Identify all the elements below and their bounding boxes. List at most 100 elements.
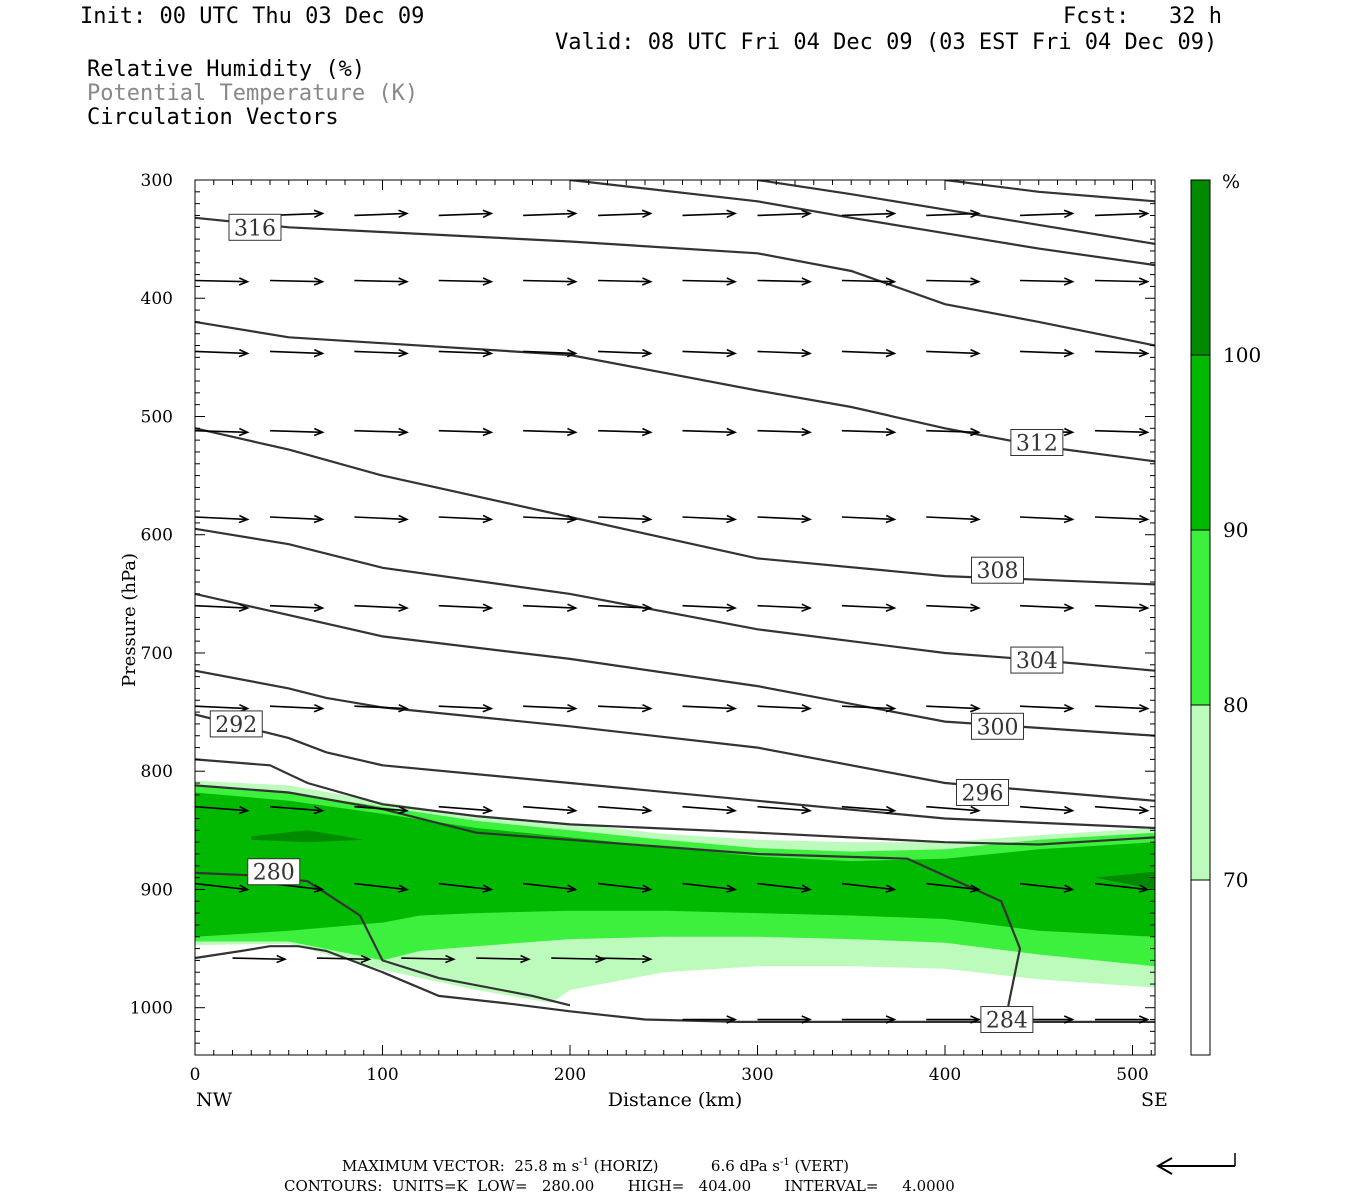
init-time: Init: 00 UTC Thu 03 Dec 09 [80,4,425,29]
circulation-vector [523,805,578,815]
contour-label-296: 296 [956,779,1009,807]
x-tick-label: 0 [190,1065,201,1085]
circulation-vector [598,514,653,524]
circulation-vector [438,277,494,286]
colorbar-band-100 [1191,180,1210,355]
circulation-vector [598,805,653,815]
circulation-vector [757,277,813,286]
circulation-vector [682,348,738,358]
theta-contour-324 [757,180,1155,245]
footer-sup-2: -1 [779,1157,790,1168]
contour-label-text: 292 [215,713,257,738]
circulation-vector [757,805,813,815]
valid-time: Valid: 08 UTC Fri 04 Dec 09 (03 EST Fri … [555,30,1218,55]
colorbar-label-100: 100 [1223,343,1261,367]
y-tick-label: 900 [141,880,173,900]
circulation-vector [926,514,981,524]
circulation-vector [1094,209,1150,219]
contour-label-text: 308 [977,559,1019,584]
circulation-vector [401,954,456,964]
colorbar-label-70: 70 [1223,868,1248,892]
colorbar-band-80 [1191,530,1210,705]
reference-vector [1155,1153,1236,1175]
circulation-vector [1094,277,1150,286]
circulation-vector [926,427,981,437]
rh-band-90-2 [195,792,1155,937]
circulation-vector [354,882,409,893]
x-axis-label: Distance (km) [608,1089,743,1111]
rh-shading [195,780,1155,1003]
circulation-vector [682,209,738,219]
circulation-vector [1019,277,1075,286]
contour-label-308: 308 [971,556,1024,584]
circulation-vector [841,603,897,612]
theta-contour-328 [944,180,1155,203]
contour-label-text: 284 [986,1009,1028,1034]
circulation-vector [926,805,981,815]
contour-labels: 284 280 292 296 300 304 308 312 316 [209,213,1064,1034]
theta-contour-284 [195,784,1022,1023]
forecast-hour: Fcst: 32 h [1063,4,1222,29]
circulation-vector [1094,348,1150,358]
circulation-vector [354,805,409,815]
circulation-vector [523,514,578,524]
contour-label-text: 316 [234,216,276,241]
circulation-vector [1094,805,1150,815]
contour-label-box [1010,646,1064,674]
circulation-vector [195,603,250,612]
circulation-vector [523,209,578,219]
circulation-vector [195,805,250,815]
circulation-vector [841,703,897,713]
theta-contour-320 [569,180,1155,267]
colorbar-band-low [1191,880,1210,1055]
circulation-vector [841,805,897,815]
circulation-vector [682,805,738,815]
circulation-vector [598,277,653,286]
circulation-vector [926,703,981,713]
colorbar-band-90 [1191,355,1210,530]
circulation-vector [269,805,325,815]
circulation-vector [1019,603,1075,612]
circulation-vector [682,603,738,612]
theta-contour-284 [195,945,1155,1024]
circulation-vector [269,427,325,437]
circulation-vector [232,954,288,964]
circulation-vector [598,882,653,893]
circulation-vector [757,882,813,893]
x-end-label-se: SE [1141,1089,1168,1111]
contour-label-312: 312 [1010,429,1064,457]
contour-label-280: 280 [247,858,301,886]
y-tick-label: 500 [141,407,173,427]
circulation-vector [757,427,813,437]
circulation-vector [1019,209,1075,219]
circulation-vector [841,348,897,358]
circulation-vector [1019,805,1075,815]
footer-max-vector-b: (HORIZ) 6.6 dPa s [588,1157,780,1175]
circulation-vector [1095,1015,1150,1024]
colorbar-label-80: 80 [1223,693,1248,717]
axes: 300 400 500 600 700 800 900 1000 0 100 200 300 400 50… [130,171,1155,1085]
contour-label-box [1010,429,1064,456]
circulation-vector [354,514,409,524]
circulation-vector [598,209,653,219]
circulation-vector [438,427,494,437]
circulation-vector [523,603,578,612]
x-end-label-nw: NW [196,1089,233,1111]
circulation-vector [682,427,738,437]
circulation-vector [195,427,250,437]
circulation-vector [438,348,494,358]
footer-max-vector-c: (VERT) [789,1157,850,1175]
circulation-vector [1019,348,1075,358]
circulation-vector [926,348,981,358]
circulation-vector [1094,603,1150,612]
circulation-vector [757,514,813,524]
circulation-vector [438,882,494,893]
contour-label-text: 300 [977,715,1019,740]
circulation-vector [523,703,578,713]
circulation-vector [354,277,409,286]
circulation-vector [523,348,578,358]
contour-label-box [247,858,301,886]
contour-label-292: 292 [209,710,263,738]
circulation-vector [598,703,653,713]
circulation-vector [523,882,578,893]
